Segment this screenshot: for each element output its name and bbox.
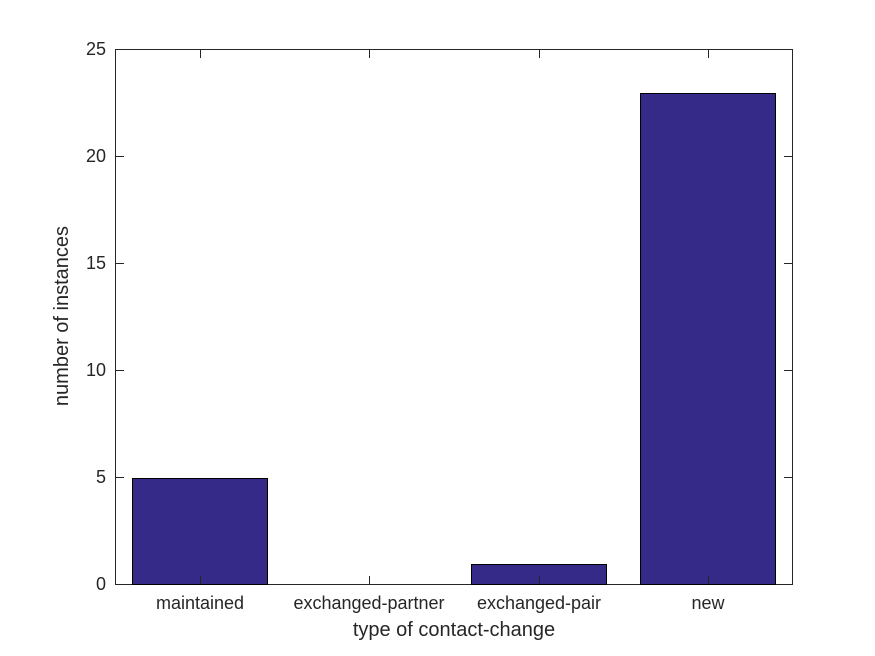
- y-tick-label: 25: [85, 39, 106, 59]
- x-tick-mark-top: [200, 50, 201, 58]
- x-tick-mark-top: [708, 50, 709, 58]
- y-tick-mark-right: [784, 49, 792, 50]
- x-tick-mark-top: [539, 50, 540, 58]
- x-tick-label-exchanged-partner: exchanged-partner: [293, 593, 445, 613]
- y-tick-label: 5: [95, 467, 106, 487]
- bar-maintained: [132, 478, 268, 585]
- y-tick-mark-right: [784, 584, 792, 585]
- bar-new: [640, 93, 776, 585]
- x-tick-mark: [539, 576, 540, 584]
- y-tick-label: 15: [85, 253, 106, 273]
- y-tick-mark-right: [784, 370, 792, 371]
- x-axis-label: type of contact-change: [352, 619, 556, 641]
- y-tick-mark: [116, 49, 124, 50]
- x-tick-mark: [369, 576, 370, 584]
- y-tick-mark-right: [784, 156, 792, 157]
- y-tick-mark: [116, 156, 124, 157]
- y-tick-mark: [116, 370, 124, 371]
- plot-area-frame: [115, 49, 793, 585]
- x-tick-label-new: new: [691, 593, 725, 613]
- y-tick-label: 20: [85, 146, 106, 166]
- x-tick-mark-top: [369, 50, 370, 58]
- y-tick-mark: [116, 584, 124, 585]
- x-tick-label-maintained: maintained: [155, 593, 245, 613]
- y-axis-label: number of instances: [51, 225, 73, 407]
- x-tick-label-exchanged-pair: exchanged-pair: [476, 593, 602, 613]
- bar-exchanged-pair: [471, 564, 607, 585]
- y-tick-label: 0: [95, 574, 106, 594]
- y-tick-mark-right: [784, 477, 792, 478]
- x-tick-mark: [200, 576, 201, 584]
- y-tick-label: 10: [85, 360, 106, 380]
- y-tick-mark-right: [784, 263, 792, 264]
- x-tick-mark: [708, 576, 709, 584]
- y-tick-mark: [116, 477, 124, 478]
- y-tick-mark: [116, 263, 124, 264]
